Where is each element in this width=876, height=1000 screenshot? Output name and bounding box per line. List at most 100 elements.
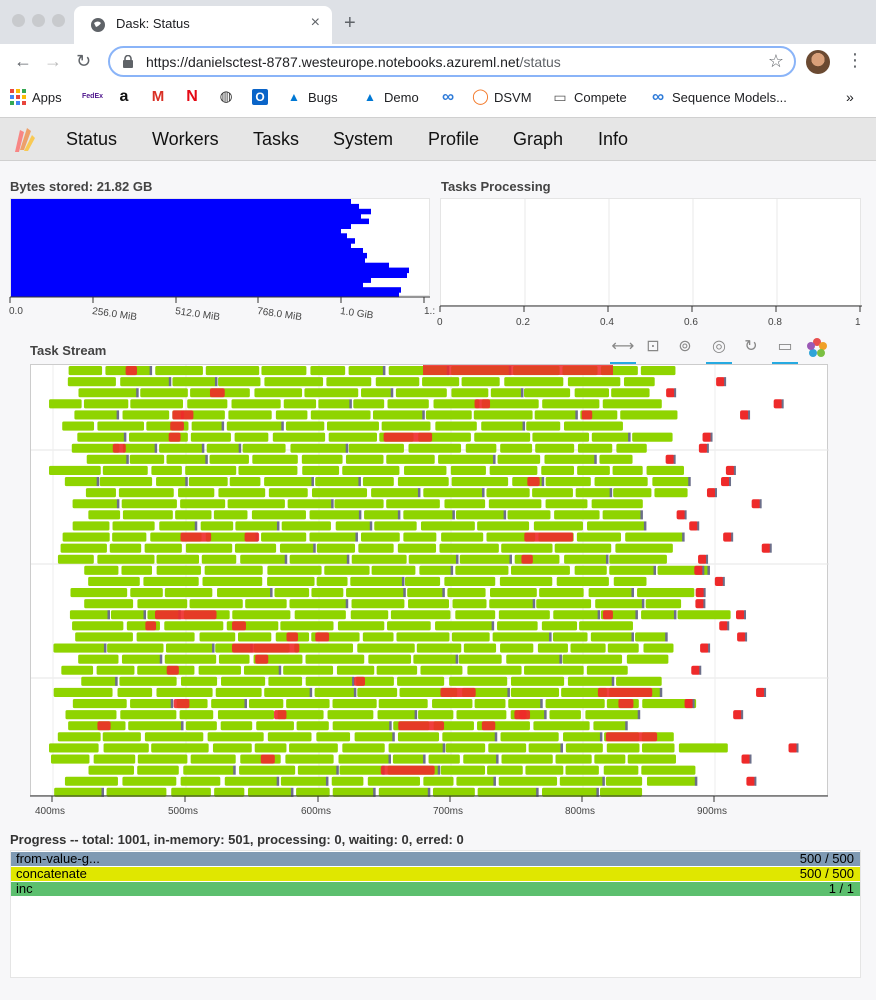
- task-rect: [256, 721, 294, 731]
- bookmark-bugs[interactable]: ▲ Bugs: [286, 88, 338, 106]
- task-rect: [220, 721, 253, 731]
- bookmark-apps[interactable]: Apps: [10, 88, 62, 106]
- more-bookmarks-button[interactable]: »: [846, 89, 854, 105]
- transfer-rect: [509, 554, 512, 564]
- task-rect: [209, 454, 249, 464]
- bytes-bar: [11, 287, 401, 293]
- task-rect: [332, 721, 391, 731]
- maximize-window-icon[interactable]: [52, 14, 65, 27]
- task-rect: [336, 665, 375, 675]
- task-rect: [381, 421, 431, 431]
- box-zoom-icon[interactable]: ⊡: [646, 338, 660, 355]
- task-stream-axis: [30, 795, 828, 802]
- browser-tab[interactable]: Dask: Status ×: [74, 6, 332, 44]
- bookmark-gmail[interactable]: M: [150, 88, 166, 106]
- tasks-processing-plot[interactable]: [440, 198, 861, 307]
- communication-rect: [209, 388, 225, 398]
- bokeh-logo-icon[interactable]: [806, 337, 828, 359]
- bookmark-infinity[interactable]: ∞: [440, 88, 456, 106]
- task-rect: [451, 477, 509, 487]
- gmail-icon: M: [151, 88, 165, 105]
- task-rect: [371, 565, 416, 575]
- task-rect: [331, 776, 364, 786]
- nav-status[interactable]: Status: [66, 129, 118, 149]
- close-window-icon[interactable]: [12, 14, 25, 27]
- task-rect: [498, 610, 550, 620]
- bytes-stored-plot[interactable]: [10, 198, 430, 297]
- communication-rect: [145, 621, 157, 631]
- task-rect: [440, 765, 486, 775]
- task-rect: [151, 465, 182, 475]
- task-rect: [374, 521, 417, 531]
- task-rect: [565, 743, 603, 753]
- bookmark-globe[interactable]: ◍: [218, 88, 234, 106]
- task-rect: [528, 743, 562, 753]
- jupyter-icon: ◯: [472, 88, 489, 105]
- bookmark-compete[interactable]: ▭ Compete: [552, 88, 626, 106]
- bookmark-outlook[interactable]: O: [252, 88, 268, 106]
- transfer-rect: [673, 454, 676, 464]
- bookmark-sequence-models[interactable]: ∞ Sequence Models...: [650, 88, 787, 106]
- communication-rect: [97, 721, 111, 731]
- communication-rect: [481, 721, 496, 731]
- task-rect: [72, 699, 127, 709]
- nav-info[interactable]: Info: [598, 129, 629, 149]
- task-rect: [218, 488, 266, 498]
- minimize-window-icon[interactable]: [32, 14, 45, 27]
- task-rect: [368, 654, 412, 664]
- task-rect: [567, 377, 621, 387]
- task-rect: [445, 743, 486, 753]
- task-rect: [86, 454, 128, 464]
- progress-row-concatenate[interactable]: concatenate 500 / 500: [11, 866, 860, 881]
- reset-icon[interactable]: ↻: [744, 338, 758, 355]
- task-rect: [554, 543, 612, 553]
- transfer-rect: [549, 632, 552, 642]
- bookmark-amazon[interactable]: a: [116, 88, 132, 106]
- wheel-zoom-icon[interactable]: ⊚: [678, 338, 692, 355]
- task-rect: [456, 510, 505, 520]
- address-bar[interactable]: https://danielsctest-8787.westeurope.not…: [108, 46, 796, 77]
- new-tab-button[interactable]: +: [344, 12, 356, 34]
- task-rect: [93, 754, 136, 764]
- transfer-rect: [311, 477, 314, 487]
- communication-rect: [698, 443, 708, 453]
- transfer-rect: [336, 765, 339, 775]
- progress-row-from-value[interactable]: from-value-g... 500 / 500: [11, 851, 860, 866]
- nav-profile[interactable]: Profile: [428, 129, 480, 149]
- task-rect: [545, 499, 588, 509]
- nav-tasks[interactable]: Tasks: [253, 129, 300, 149]
- task-rect: [348, 443, 404, 453]
- task-stream-plot[interactable]: [30, 364, 829, 797]
- zoom-lasso-icon[interactable]: ◎: [706, 336, 732, 364]
- bookmark-demo[interactable]: ▲ Demo: [362, 88, 419, 106]
- nav-graph[interactable]: Graph: [513, 129, 564, 149]
- transfer-rect: [536, 787, 539, 797]
- task-rect: [486, 488, 530, 498]
- bookmark-star-icon[interactable]: ☆: [767, 51, 784, 71]
- task-rect: [561, 687, 607, 697]
- dask-logo-icon[interactable]: [10, 126, 36, 154]
- back-icon[interactable]: ←: [14, 51, 32, 71]
- task-rect: [497, 621, 538, 631]
- browser-menu-icon[interactable]: ⋮: [846, 50, 864, 70]
- task-rect: [378, 787, 429, 797]
- forward-icon[interactable]: →: [44, 51, 62, 71]
- fedex-icon: FedEx: [82, 93, 104, 100]
- transfer-rect: [494, 732, 498, 742]
- close-tab-icon[interactable]: ×: [310, 14, 320, 31]
- profile-avatar[interactable]: [806, 50, 830, 74]
- bookmark-netflix[interactable]: N: [184, 88, 200, 106]
- hover-icon[interactable]: ▭: [772, 336, 798, 364]
- infinity-icon: ∞: [651, 87, 665, 106]
- nav-system[interactable]: System: [333, 129, 394, 149]
- bookmark-dsvm[interactable]: ◯ DSVM: [472, 88, 532, 106]
- task-rect: [637, 588, 695, 598]
- nav-workers[interactable]: Workers: [152, 129, 219, 149]
- task-rect: [324, 565, 370, 575]
- bookmark-fedex[interactable]: FedEx: [82, 88, 104, 106]
- task-rect: [524, 388, 571, 398]
- progress-row-inc[interactable]: inc 1 / 1: [11, 881, 860, 896]
- reload-icon[interactable]: ↻: [76, 51, 92, 71]
- task-rect: [507, 510, 551, 520]
- pan-icon[interactable]: ⟷: [610, 336, 636, 364]
